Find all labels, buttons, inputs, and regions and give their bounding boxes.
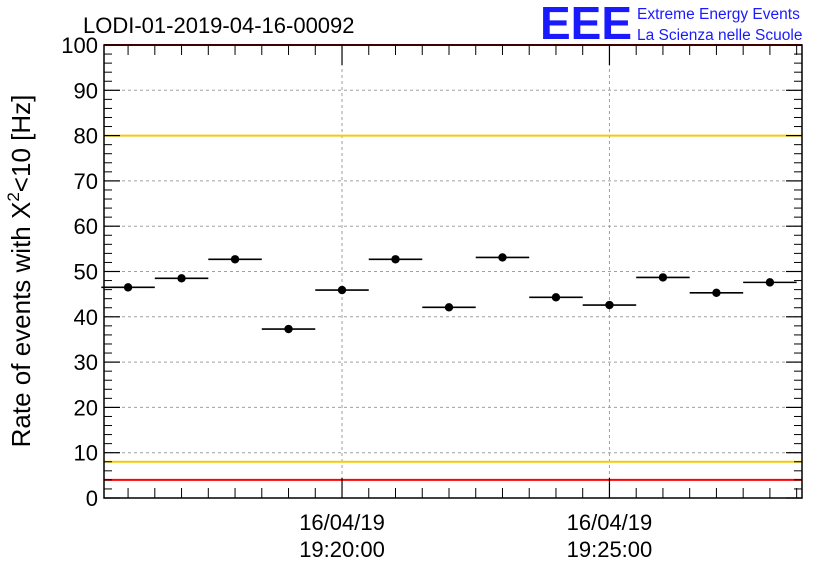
x-tick-time: 19:25:00 xyxy=(567,537,653,562)
y-tick-label: 80 xyxy=(74,124,98,149)
y-tick-label: 30 xyxy=(74,350,98,375)
y-tick-label: 70 xyxy=(74,169,98,194)
y-axis-label-rest: <10 [Hz] xyxy=(6,95,36,193)
y-tick-label: 60 xyxy=(74,214,98,239)
logo-line-2: La Scienza nelle Scuole xyxy=(637,27,802,44)
eee-logo: EEE Extreme Energy Events La Scienza nel… xyxy=(540,0,802,49)
y-tick-label: 40 xyxy=(74,305,98,330)
plot-frame xyxy=(103,44,803,499)
data-point xyxy=(284,324,293,334)
data-point xyxy=(605,300,614,310)
reference-lines xyxy=(104,44,802,481)
data-point xyxy=(765,278,775,287)
y-tick-label: 10 xyxy=(74,441,98,466)
x-tick-date: 16/04/19 xyxy=(567,510,653,535)
y-tick-label: 90 xyxy=(74,78,98,103)
data-point xyxy=(658,273,668,282)
data-point xyxy=(551,293,561,302)
y-axis-label-sup: 2 xyxy=(4,192,23,201)
y-tick-label: 50 xyxy=(74,260,98,285)
data-point xyxy=(391,255,400,264)
x-tick-date: 16/04/19 xyxy=(299,510,385,535)
data-point xyxy=(444,303,454,312)
y-axis-label-main: Rate of events with X xyxy=(6,202,36,448)
chart-title: LODI-01-2019-04-16-00092 xyxy=(83,13,355,38)
y-tick-label: 20 xyxy=(74,395,98,420)
data-points xyxy=(101,253,797,334)
data-point xyxy=(498,253,507,262)
data-point xyxy=(230,255,240,264)
logo-eee: EEE xyxy=(540,0,632,49)
y-axis-label: Rate of events with X2<10 [Hz] xyxy=(4,95,36,448)
data-point xyxy=(337,285,347,295)
data-point xyxy=(177,274,186,283)
data-point xyxy=(712,288,721,297)
y-tick-label: 100 xyxy=(61,33,98,58)
x-tick-time: 19:20:00 xyxy=(299,537,385,562)
logo-line-1: Extreme Energy Events xyxy=(637,6,800,23)
grid-lines xyxy=(104,45,802,498)
y-tick-labels: 0 10 20 30 40 50 60 70 80 90 100 xyxy=(61,33,98,511)
y-tick-label: 0 xyxy=(86,486,98,511)
data-point xyxy=(123,283,133,292)
